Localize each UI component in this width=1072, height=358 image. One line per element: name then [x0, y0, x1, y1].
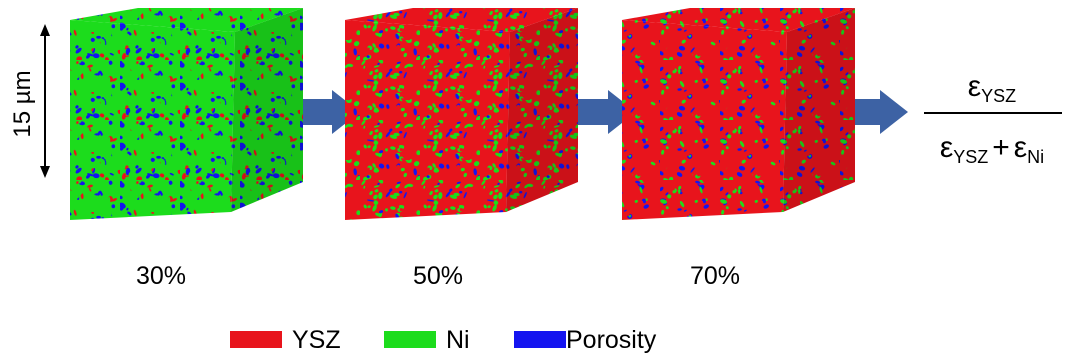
denominator-subscript-1: YSZ: [953, 147, 988, 167]
legend-swatch-porosity: [514, 331, 566, 348]
arrow-3: [842, 90, 908, 134]
cube-top-face: [345, 8, 578, 32]
arrow-2: [565, 90, 636, 134]
legend-swatch-ysz: [230, 331, 282, 348]
legend-label-ni: Ni: [446, 326, 470, 354]
formula-denominator: εYSZ + εNi: [940, 131, 1044, 167]
flow-arrows: [290, 90, 908, 134]
epsilon-symbol: ε: [940, 131, 953, 164]
denominator-subscript-2: Ni: [1027, 147, 1044, 167]
cube-shading: [783, 8, 855, 212]
volume-fraction-formula: εYSZ εYSZ + εNi: [924, 70, 1062, 167]
cube-label-30: 30%: [136, 262, 186, 290]
cube-top-face: [622, 8, 855, 32]
cube-label-50: 50%: [413, 262, 463, 290]
cube-right-face: [231, 8, 303, 212]
cube-30-percent: [70, 8, 303, 220]
arrow-1: [290, 90, 360, 134]
cube-50-percent: [345, 8, 578, 220]
cube-shading: [506, 8, 578, 212]
cube-front-face: [622, 20, 787, 220]
cube-front-face: [345, 20, 510, 220]
legend-swatch-ni: [384, 331, 436, 348]
formula-numerator: εYSZ: [968, 70, 1016, 106]
epsilon-symbol: ε: [968, 70, 981, 103]
scale-bar: 15 µm: [9, 24, 50, 178]
cube-right-face: [783, 8, 855, 212]
scale-label: 15 µm: [9, 70, 36, 137]
legend-label-ysz: YSZ: [292, 326, 341, 354]
cube-top-face: [70, 8, 303, 32]
numerator-subscript: YSZ: [981, 86, 1016, 106]
cube-front-face: [70, 20, 235, 220]
plus-sign: +: [992, 131, 1010, 164]
cube-right-face: [506, 8, 578, 212]
legend-label-porosity: Porosity: [566, 326, 657, 354]
legend: YSZ Ni Porosity: [230, 326, 657, 354]
cube-70-percent: [622, 8, 855, 220]
cube-label-70: 70%: [690, 262, 740, 290]
epsilon-symbol: ε: [1014, 131, 1027, 164]
cube-shading: [231, 8, 303, 212]
